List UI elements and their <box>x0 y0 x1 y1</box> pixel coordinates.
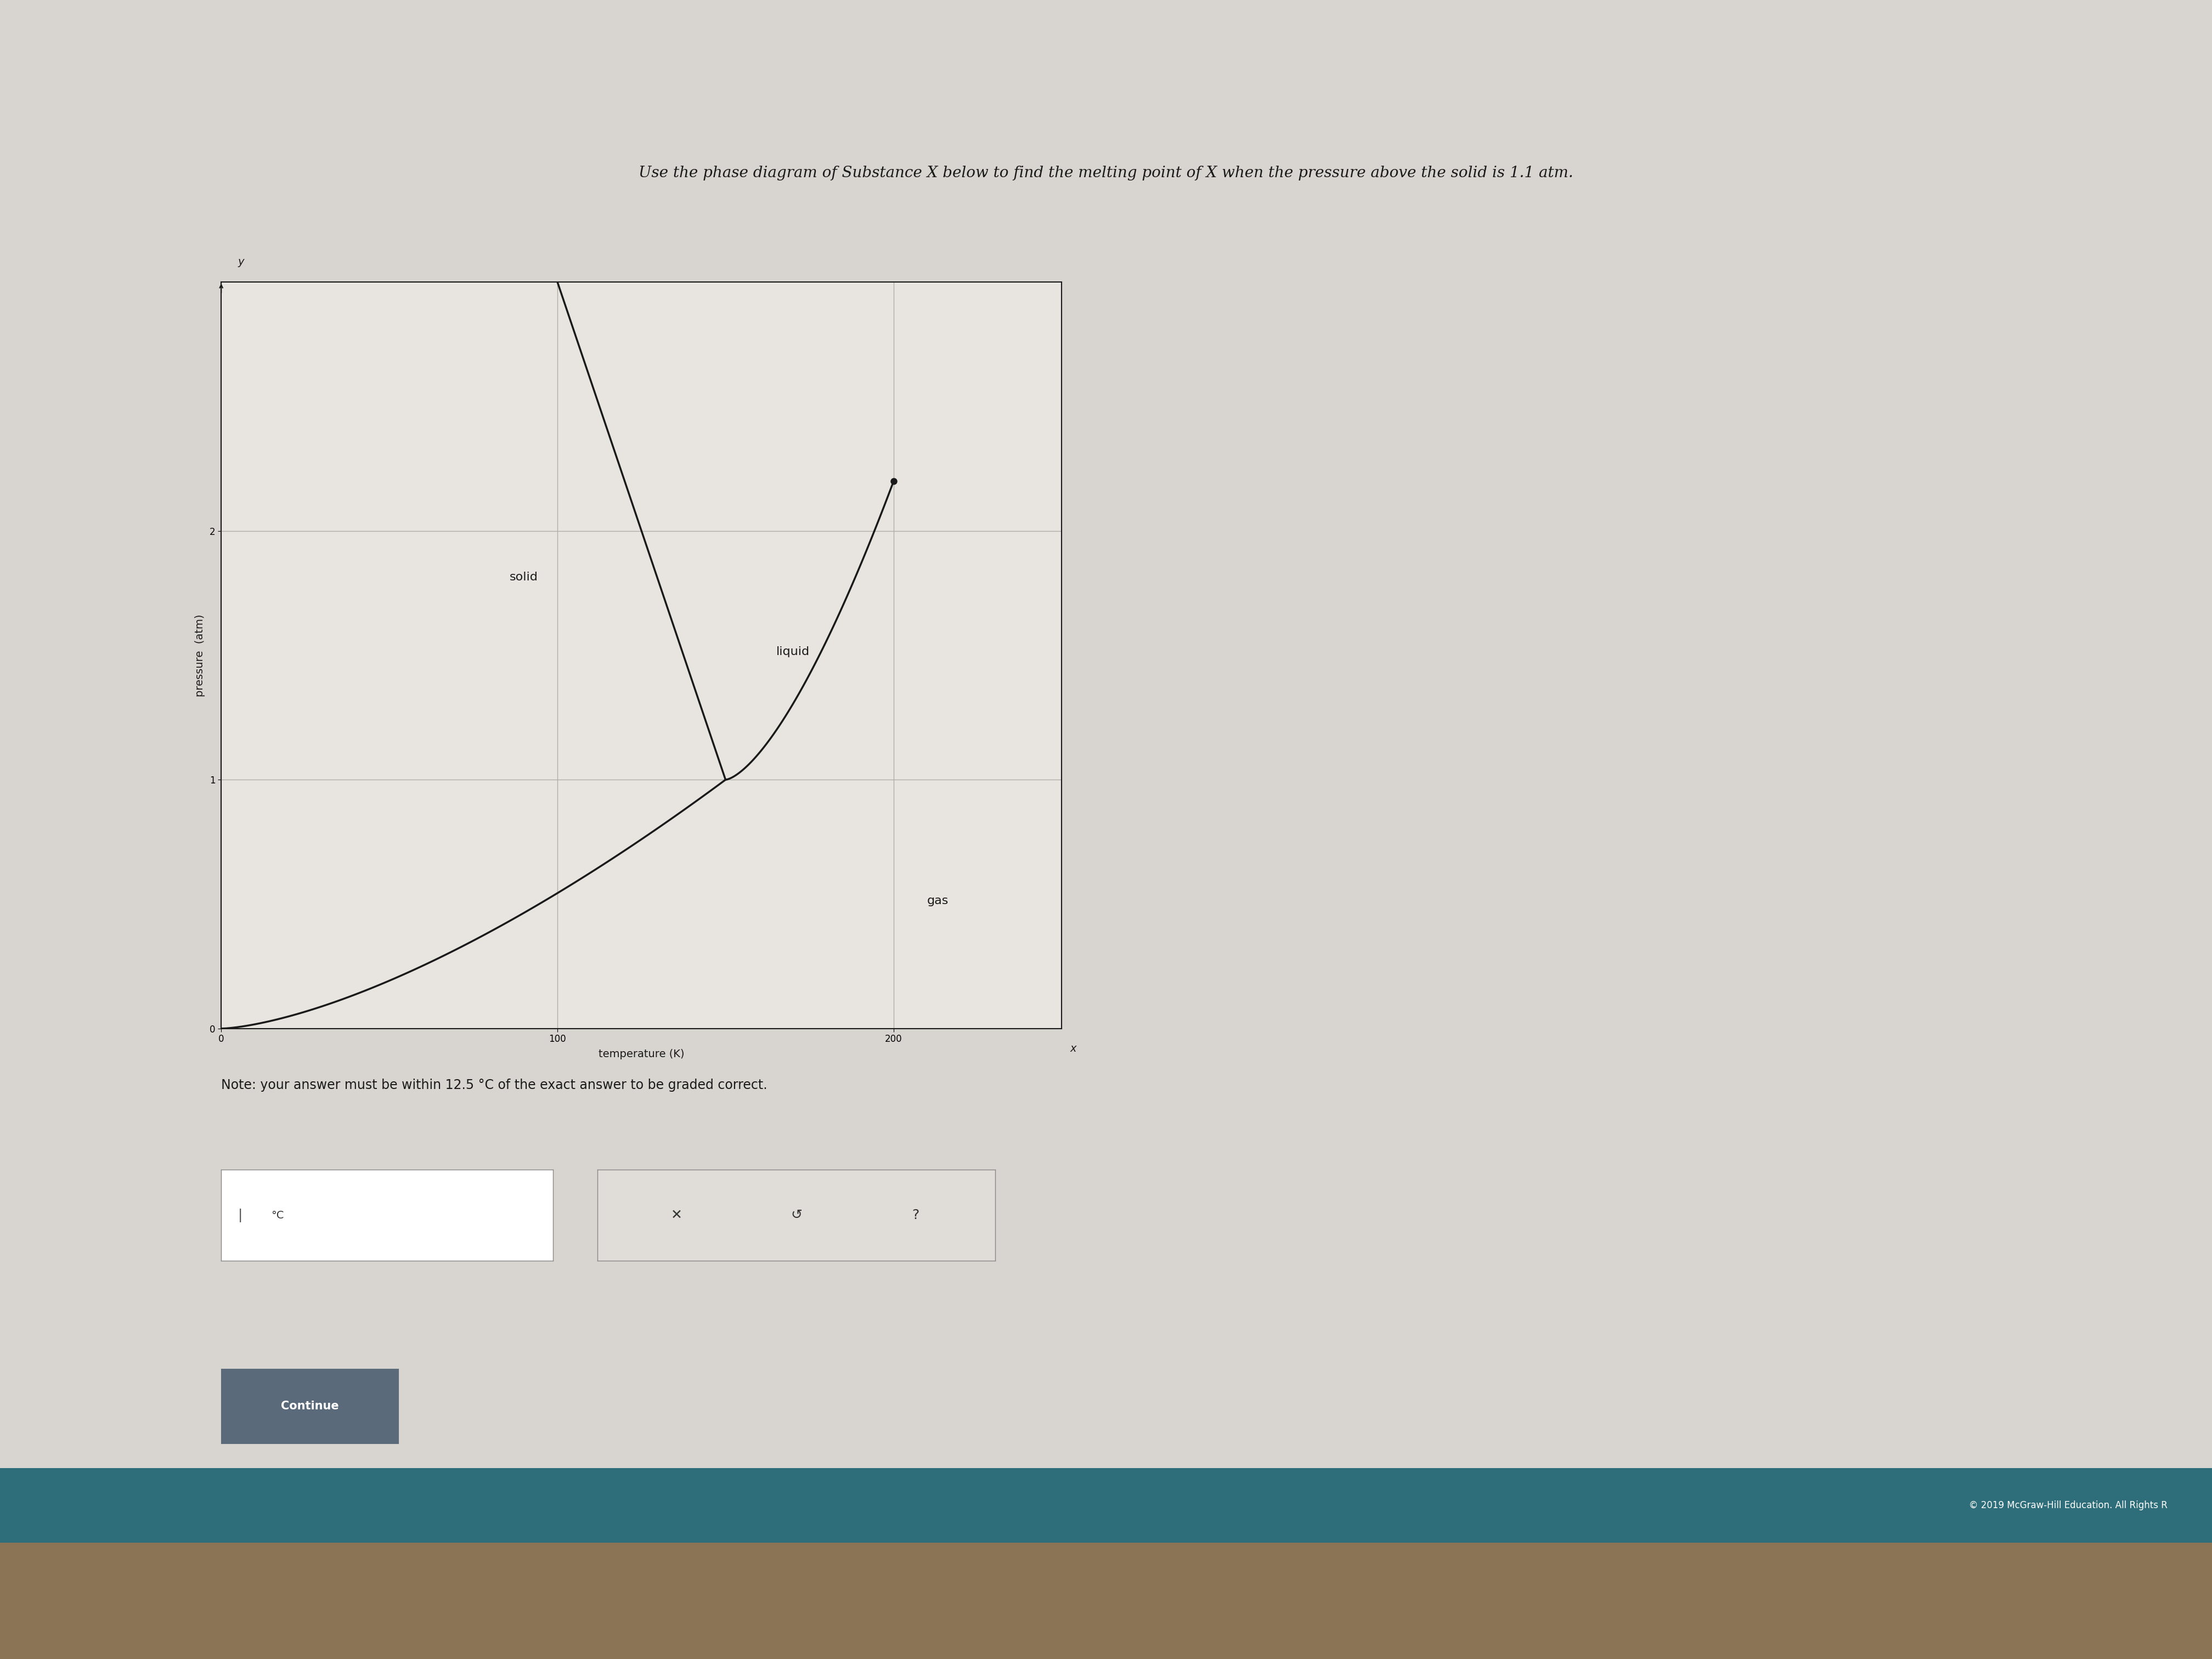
Text: x: x <box>1071 1044 1077 1053</box>
Text: y: y <box>239 257 243 267</box>
Text: liquid: liquid <box>776 647 810 657</box>
Text: °C: °C <box>270 1209 283 1221</box>
Text: ↺: ↺ <box>790 1209 803 1221</box>
Text: © 2019 McGraw-Hill Education. All Rights R: © 2019 McGraw-Hill Education. All Rights… <box>1969 1501 2168 1510</box>
Text: gas: gas <box>927 896 949 906</box>
Text: ✕: ✕ <box>670 1209 684 1221</box>
Text: Continue: Continue <box>281 1400 338 1412</box>
Text: Use the phase diagram of Substance X below to find the melting point of X when t: Use the phase diagram of Substance X bel… <box>639 166 1573 181</box>
X-axis label: temperature (K): temperature (K) <box>599 1048 684 1058</box>
Y-axis label: pressure  (atm): pressure (atm) <box>195 614 206 697</box>
Text: |: | <box>239 1208 243 1223</box>
Text: Note: your answer must be within 12.5 °C of the exact answer to be graded correc: Note: your answer must be within 12.5 °C… <box>221 1078 768 1092</box>
Text: solid: solid <box>509 572 538 582</box>
Text: ?: ? <box>911 1209 920 1221</box>
